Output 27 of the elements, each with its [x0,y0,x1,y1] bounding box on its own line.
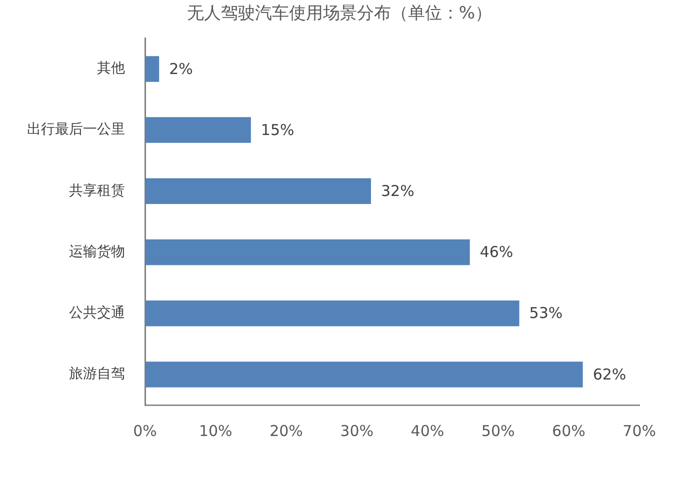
y-tick-label: 运输货物 [69,244,125,260]
y-tick-label: 公共交通 [69,304,125,321]
bar [145,117,251,143]
x-tick-label: 20% [270,422,303,440]
bar [145,239,470,266]
y-tick-label: 其他 [97,60,125,77]
y-tick-label: 旅游自驾 [69,366,125,382]
data-label: 15% [260,120,294,139]
x-tick-label: 70% [622,422,656,440]
y-tick-label: 共享租赁 [69,182,125,199]
x-tick-label: 40% [410,422,444,440]
x-tick-label: 50% [481,422,515,440]
x-tick-label: 60% [552,422,586,440]
x-tick-label: 10% [198,422,232,440]
x-tick-label: 30% [340,422,374,440]
bar [145,362,583,388]
chart-title: 无人驾驶汽车使用场景分布（单位：%） [186,4,492,24]
data-label: 46% [480,243,514,262]
bar [145,56,160,82]
data-label: 2% [169,60,193,78]
data-label: 53% [529,304,563,322]
y-tick-label: 出行最后一公里 [27,122,125,138]
x-tick-label: 0% [133,422,157,440]
bar [145,178,371,204]
bar [145,300,520,326]
data-label: 32% [380,182,414,200]
data-label: 62% [592,365,626,384]
